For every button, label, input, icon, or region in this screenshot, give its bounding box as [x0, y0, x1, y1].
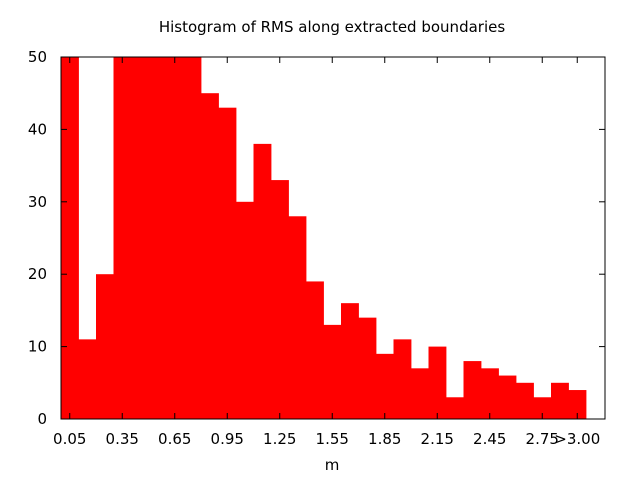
- chart-title: Histogram of RMS along extracted boundar…: [159, 18, 506, 36]
- histogram-bar: [288, 216, 307, 419]
- x-axis-label: m: [325, 456, 340, 474]
- histogram-bar: [183, 57, 202, 419]
- bars-group: [61, 57, 587, 420]
- histogram-bar: [166, 57, 184, 419]
- x-tick-label: 1.25: [263, 430, 296, 448]
- x-tick-label: >3.00: [554, 430, 600, 448]
- histogram-bar: [323, 324, 342, 419]
- histogram-bar: [358, 317, 377, 419]
- x-tick-label: 0.65: [158, 430, 191, 448]
- y-tick-label: 40: [28, 120, 47, 138]
- histogram-bar: [393, 339, 412, 419]
- histogram-bar: [236, 201, 254, 419]
- histogram-bar: [96, 274, 114, 419]
- histogram-bar: [131, 57, 149, 419]
- histogram-bar: [148, 57, 167, 419]
- y-axis: 0 10 20 30 40 50: [28, 48, 605, 428]
- x-tick-label: 2.75: [526, 430, 559, 448]
- x-axis: 0.05 0.35 0.65 0.95 1.25 1.55 1.85 2.15 2.45 2.75…: [53, 57, 600, 448]
- histogram-bar: [218, 107, 237, 420]
- plot-frame: [60, 56, 606, 420]
- x-tick-label: 0.35: [106, 430, 139, 448]
- y-tick-label: 0: [37, 410, 47, 428]
- histogram-bar: [568, 390, 587, 419]
- histogram-bar: [78, 339, 97, 419]
- histogram-bar: [533, 397, 552, 419]
- histogram-bar: [341, 303, 359, 419]
- histogram-bar: [201, 93, 219, 419]
- histogram-bar: [411, 368, 429, 419]
- histogram-bar: [481, 368, 499, 419]
- histogram-bar: [428, 346, 447, 419]
- histogram-bar: [376, 353, 394, 419]
- x-tick-label: 0.05: [53, 430, 86, 448]
- histogram-bar: [61, 57, 79, 419]
- histogram-bar: [271, 180, 289, 419]
- y-tick-label: 10: [28, 338, 47, 356]
- histogram-bar: [253, 143, 272, 419]
- x-tick-label: 1.55: [316, 430, 349, 448]
- y-tick-label: 20: [28, 265, 47, 283]
- y-tick-label: 30: [28, 193, 47, 211]
- histogram-bar: [498, 375, 517, 419]
- y-tick-label: 50: [28, 48, 47, 66]
- histogram-bar: [306, 281, 324, 419]
- histogram-bar: [516, 382, 534, 419]
- histogram-bar: [446, 397, 464, 419]
- histogram-bar: [463, 361, 482, 419]
- x-tick-label: 0.95: [211, 430, 244, 448]
- histogram-bar: [551, 382, 569, 419]
- x-tick-label: 2.45: [473, 430, 506, 448]
- histogram-bar: [113, 57, 132, 419]
- x-tick-label: 2.15: [421, 430, 454, 448]
- x-tick-label: 1.85: [368, 430, 401, 448]
